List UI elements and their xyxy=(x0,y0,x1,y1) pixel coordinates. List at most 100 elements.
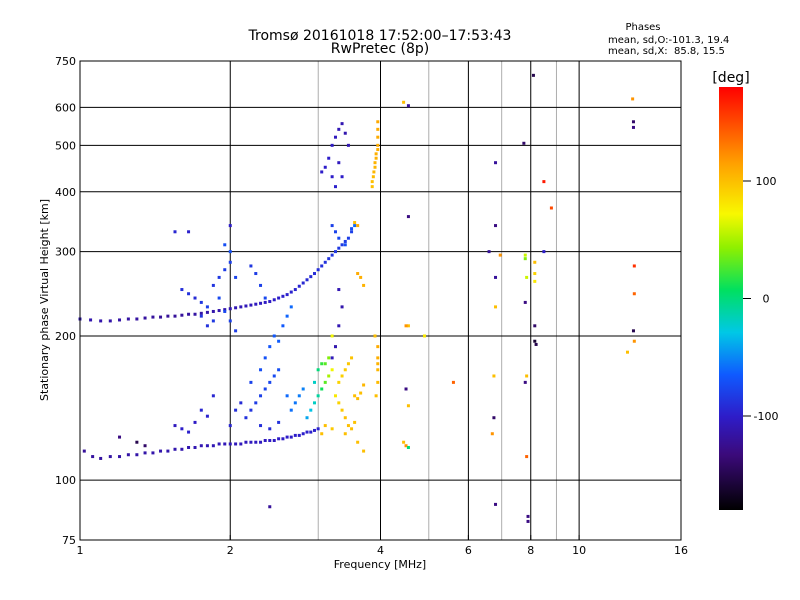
echo-point xyxy=(135,317,139,321)
echo-point xyxy=(143,444,147,448)
echo-point xyxy=(343,432,347,436)
echo-point xyxy=(281,294,285,298)
echo-point xyxy=(534,342,538,346)
echo-point xyxy=(234,442,238,446)
colorbar xyxy=(719,87,743,510)
echo-point xyxy=(531,73,535,77)
echo-point xyxy=(362,283,366,287)
echo-point xyxy=(285,394,289,398)
echo-point xyxy=(346,236,350,240)
echo-point xyxy=(362,449,366,453)
echo-point xyxy=(356,224,360,228)
colorbar-tick-label: 100 xyxy=(756,175,777,188)
echo-point xyxy=(320,362,324,366)
echo-point xyxy=(376,345,380,349)
echo-point xyxy=(272,439,276,443)
echo-point xyxy=(533,260,537,264)
echo-point xyxy=(343,131,347,135)
echo-point xyxy=(337,236,341,240)
echo-point xyxy=(187,445,191,449)
echo-point xyxy=(451,380,455,384)
echo-point xyxy=(404,444,408,448)
echo-point xyxy=(330,368,334,372)
echo-point xyxy=(277,296,281,300)
echo-point xyxy=(223,309,227,313)
echo-point xyxy=(118,435,122,439)
echo-point xyxy=(356,272,360,276)
echo-point xyxy=(211,309,215,313)
echo-point xyxy=(301,387,305,391)
echo-point xyxy=(526,514,530,518)
echo-point xyxy=(228,307,232,311)
echo-point xyxy=(297,284,301,288)
echo-point xyxy=(118,455,122,459)
echo-point xyxy=(542,180,546,184)
echo-point xyxy=(404,387,408,391)
echo-point xyxy=(350,227,354,231)
echo-point xyxy=(228,424,232,428)
echo-point xyxy=(293,401,297,405)
echo-point xyxy=(277,420,281,424)
echo-point xyxy=(533,272,537,276)
echo-point xyxy=(305,416,309,420)
echo-point xyxy=(330,143,334,147)
echo-point xyxy=(374,156,378,160)
echo-point xyxy=(323,165,327,169)
echo-point xyxy=(333,135,337,139)
stats-line-o: mean, sd,O:-101.3, 19.4 xyxy=(608,35,729,46)
echo-point xyxy=(249,264,253,268)
x-tick-label: 6 xyxy=(465,544,472,557)
echo-point xyxy=(323,424,327,428)
echo-point xyxy=(143,316,147,320)
echo-point xyxy=(359,275,363,279)
echo-point xyxy=(285,435,289,439)
echo-point xyxy=(343,243,347,247)
echo-point xyxy=(108,455,112,459)
echo-point xyxy=(406,445,410,449)
echo-point xyxy=(316,427,320,431)
echo-point xyxy=(268,505,272,509)
echo-point xyxy=(525,374,529,378)
chart-title: Tromsø 20161018 17:52:00–17:53:43 xyxy=(248,28,512,44)
echo-point xyxy=(549,206,553,210)
echo-point xyxy=(199,311,203,315)
echo-point xyxy=(309,408,313,412)
echo-point xyxy=(350,356,354,360)
echo-point xyxy=(249,440,253,444)
echo-point xyxy=(268,300,272,304)
echo-point xyxy=(268,439,272,443)
echo-point xyxy=(330,175,334,179)
echo-point xyxy=(333,250,337,254)
x-axis-label: Frequency [MHz] xyxy=(334,558,426,571)
x-tick-label: 10 xyxy=(572,544,586,557)
echo-point xyxy=(228,224,232,228)
echo-point xyxy=(305,278,309,282)
echo-point xyxy=(217,442,221,446)
echo-point xyxy=(228,442,232,446)
echo-point xyxy=(272,298,276,302)
echo-point xyxy=(199,314,203,318)
echo-point xyxy=(205,305,209,309)
echo-point xyxy=(632,292,636,296)
echo-point xyxy=(337,401,341,405)
echo-point xyxy=(239,305,243,309)
echo-point xyxy=(249,408,253,412)
echo-point xyxy=(180,427,184,431)
echo-point xyxy=(281,324,285,328)
echo-point xyxy=(494,502,498,506)
echo-point xyxy=(285,293,289,297)
echo-point xyxy=(173,447,177,451)
echo-point xyxy=(289,290,293,294)
echo-point xyxy=(533,279,537,283)
echo-point xyxy=(259,301,263,305)
echo-point xyxy=(223,243,227,247)
echo-point xyxy=(327,257,331,261)
echo-point xyxy=(249,303,253,307)
echo-point xyxy=(254,272,258,276)
echo-point xyxy=(193,445,197,449)
echo-point xyxy=(333,185,337,189)
echo-point xyxy=(320,387,324,391)
echo-point xyxy=(525,455,529,459)
echo-point xyxy=(254,302,258,306)
